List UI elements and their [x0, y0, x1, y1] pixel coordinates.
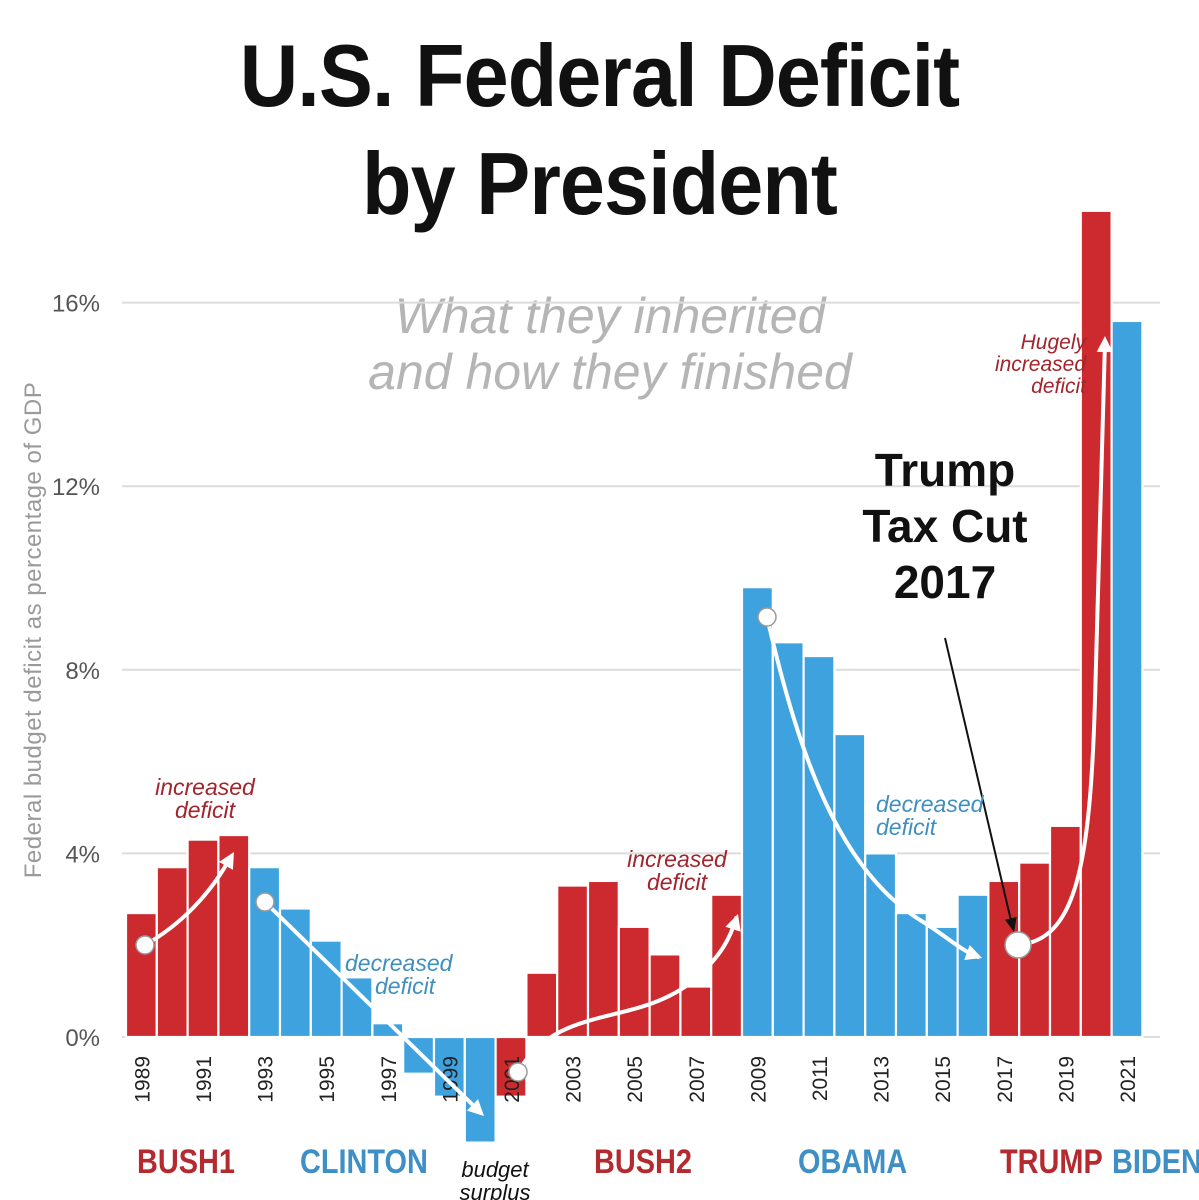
- annotation-budget-surplus: budget surplus: [459, 1158, 531, 1200]
- arrow-bush2-head: [725, 914, 741, 932]
- y-tick-label: 8%: [65, 658, 100, 685]
- bar-2015: [925, 925, 959, 1039]
- arrow-trump-dot: [1004, 931, 1032, 959]
- x-tick-label: 2009: [747, 1056, 770, 1103]
- bar-2009: [740, 586, 774, 1039]
- arrow-bush1-line: [143, 856, 232, 947]
- bar-2005: [617, 925, 651, 1039]
- president-label-obama: OBAMA: [798, 1143, 908, 1181]
- x-tick-label: 1995: [316, 1056, 339, 1103]
- x-tick-label: 1999: [439, 1056, 462, 1103]
- subtitle-line-1: What they inherited: [394, 288, 826, 344]
- bar-2006: [648, 953, 682, 1039]
- bar-1992: [217, 833, 251, 1039]
- bar-2000: [463, 1035, 497, 1144]
- bar-1991: [186, 838, 220, 1039]
- annotation-bush1: increased deficit: [155, 774, 255, 823]
- tax-cut-callout: Trump Tax Cut 2017: [862, 444, 1028, 608]
- bar-2016: [956, 893, 990, 1039]
- x-axis-ticks: 1989199119931995199719992001200320052007…: [131, 1056, 1140, 1103]
- x-tick-label: 2021: [1117, 1056, 1140, 1103]
- y-axis-ticks: 0% 4% 8% 12% 16%: [52, 291, 100, 1052]
- arrow-clinton: [255, 892, 484, 1116]
- x-tick-label: 2013: [871, 1056, 894, 1103]
- bar-1995: [309, 939, 343, 1039]
- x-tick-label: 2011: [809, 1056, 832, 1101]
- arrow-bush2: [508, 914, 741, 1082]
- title-line-2: by President: [362, 134, 838, 233]
- bar-2017: [987, 879, 1021, 1039]
- trend-arrows: [135, 336, 1113, 1116]
- bar-2021: [1110, 319, 1144, 1039]
- x-tick-label: 1997: [378, 1056, 401, 1103]
- bar-2007: [679, 985, 713, 1039]
- bar-2011: [802, 654, 836, 1039]
- arrow-obama-line: [765, 615, 980, 959]
- bars: [124, 209, 1144, 1144]
- y-tick-label: 12%: [52, 474, 100, 501]
- president-label-bush2: BUSH2: [594, 1143, 692, 1181]
- x-tick-label: 2015: [932, 1056, 955, 1103]
- title-line-1: U.S. Federal Deficit: [239, 26, 960, 125]
- president-label-biden: BIDEN: [1112, 1143, 1199, 1181]
- x-tick-label: 1991: [193, 1056, 216, 1103]
- president-label-bush1: BUSH1: [137, 1143, 235, 1181]
- president-label-trump: TRUMP: [1000, 1143, 1103, 1181]
- x-tick-label: 2017: [994, 1056, 1017, 1103]
- callout-pointer-head: [1005, 917, 1017, 932]
- arrow-clinton-line: [263, 900, 482, 1114]
- arrow-bush1-head: [219, 852, 234, 870]
- annotation-clinton: decreased deficit: [345, 950, 453, 999]
- arrow-obama-head: [964, 945, 982, 961]
- y-tick-label: 16%: [52, 291, 100, 318]
- bar-2002: [525, 971, 559, 1039]
- annotation-trump: Hugely increased deficit: [994, 331, 1086, 398]
- callout-pointer-line: [944, 637, 1013, 926]
- chart-title: U.S. Federal Deficit by President: [48, 22, 1151, 238]
- bar-1990: [155, 866, 189, 1039]
- arrow-trump-head: [1096, 336, 1113, 353]
- bar-2003: [556, 884, 590, 1039]
- bar-2010: [771, 641, 805, 1039]
- x-tick-label: 2005: [624, 1056, 647, 1103]
- arrow-obama: [757, 607, 982, 961]
- arrow-trump: [1004, 336, 1113, 959]
- bar-2013: [864, 852, 898, 1039]
- arrow-bush1: [135, 852, 234, 955]
- arrow-trump-line: [1016, 340, 1107, 947]
- x-tick-label: 2003: [563, 1056, 586, 1103]
- y-tick-label: 4%: [65, 841, 100, 868]
- arrow-obama-dot: [757, 607, 777, 627]
- subtitle-line-2: and how they finished: [368, 344, 852, 400]
- annotation-bush2: increased deficit: [627, 846, 727, 895]
- bar-2019: [1048, 824, 1082, 1039]
- y-tick-label: 0%: [65, 1025, 100, 1052]
- arrow-bush2-line: [516, 916, 738, 1074]
- x-tick-label: 1989: [131, 1056, 154, 1103]
- annotation-obama: decreased deficit: [876, 791, 984, 840]
- callout-pointer: [944, 637, 1017, 932]
- arrow-bush2-dot: [508, 1062, 528, 1082]
- bar-1989: [124, 911, 158, 1039]
- arrow-clinton-dot: [255, 892, 275, 912]
- arrow-clinton-head: [466, 1099, 484, 1116]
- arrow-bush1-dot: [135, 935, 155, 955]
- x-tick-label: 1993: [255, 1056, 278, 1103]
- president-label-clinton: CLINTON: [300, 1143, 428, 1181]
- bar-2012: [833, 732, 867, 1039]
- x-tick-label: 2007: [686, 1056, 709, 1103]
- bar-1994: [278, 907, 312, 1039]
- bar-1996: [340, 976, 374, 1039]
- x-tick-label: 2019: [1055, 1056, 1078, 1103]
- bar-2014: [894, 911, 928, 1039]
- chart-subtitle: What they inherited and how they finishe…: [320, 288, 900, 400]
